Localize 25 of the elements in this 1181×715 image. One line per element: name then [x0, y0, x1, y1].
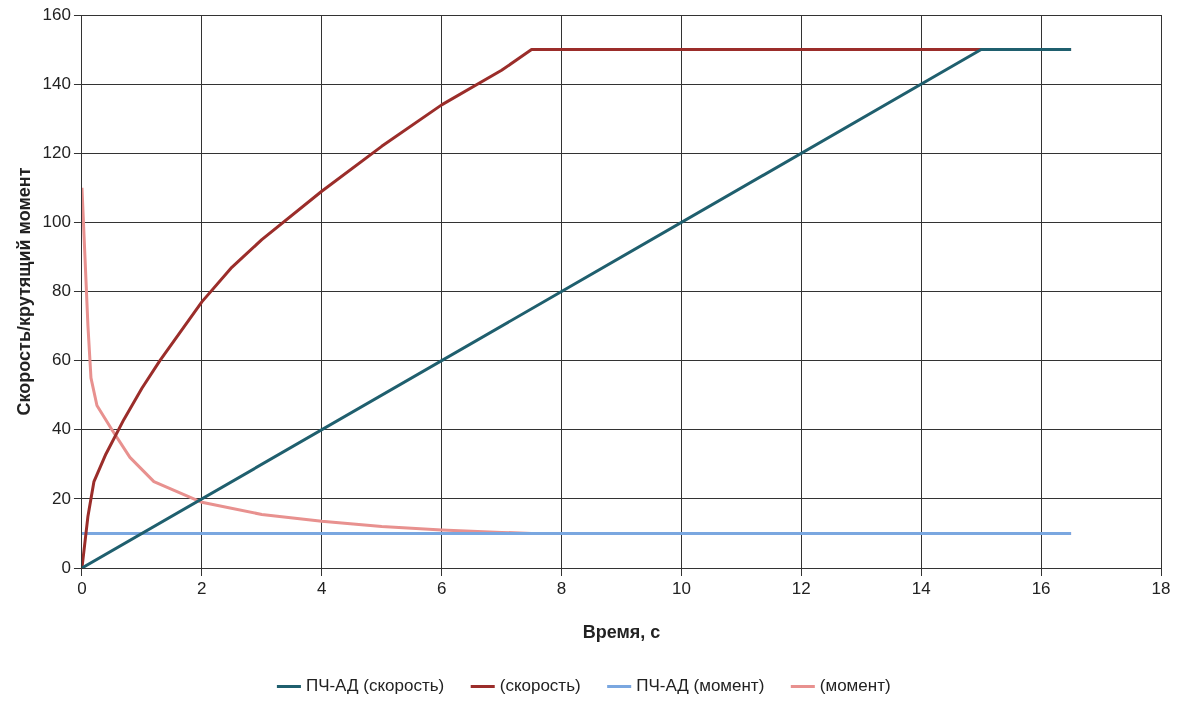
x-tick-label: 16 — [1031, 578, 1051, 598]
legend-label: (скорость) — [499, 676, 581, 696]
y-tick-label: 100 — [42, 212, 71, 232]
y-tick-label: 80 — [52, 281, 71, 301]
x-tick-label: 2 — [197, 578, 207, 598]
x-tick-label: 8 — [556, 578, 567, 598]
y-axis-title: Скорость/крутящий момент — [13, 167, 34, 416]
y-tick-label: 160 — [42, 4, 71, 24]
x-tick-label: 6 — [436, 578, 447, 598]
y-tick-label: 20 — [52, 488, 71, 508]
x-tick-label: 14 — [911, 578, 931, 598]
x-axis-title: Время, с — [582, 622, 661, 643]
y-tick-label: 0 — [61, 557, 71, 577]
x-tick-label: 10 — [671, 578, 691, 598]
legend-label: ПЧ-АД (скорость) — [305, 676, 445, 696]
x-tick-label: 0 — [77, 578, 87, 598]
x-tick-label: 12 — [791, 578, 811, 598]
x-tick-label: 4 — [317, 578, 327, 598]
y-tick-label: 140 — [42, 73, 71, 93]
y-tick-label: 40 — [52, 419, 71, 439]
legend-label: (момент) — [819, 676, 891, 696]
legend-label: ПЧ-АД (момент) — [636, 676, 765, 696]
y-tick-label: 120 — [42, 142, 71, 162]
y-tick-label: 60 — [52, 350, 71, 370]
x-tick-label: 18 — [1151, 578, 1171, 598]
